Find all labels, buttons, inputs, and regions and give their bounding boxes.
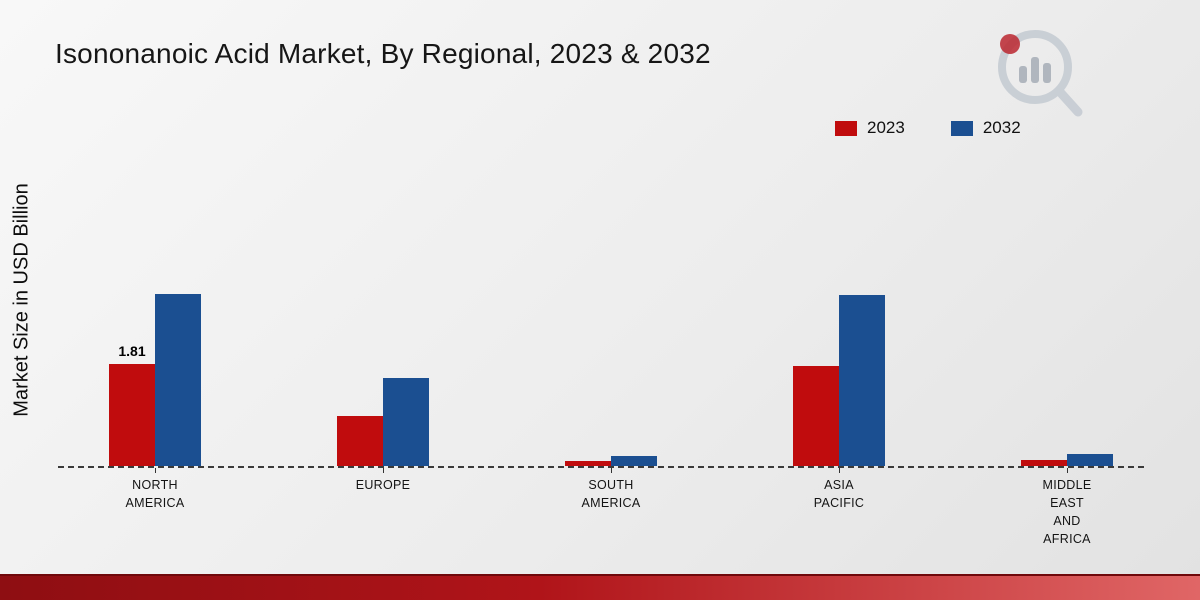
category-label-north-america: NORTH AMERICA [125,478,185,511]
category-label-middle-east-and-africa: MIDDLE EAST AND AFRICA [1042,478,1092,547]
bar-2023-europe [337,416,383,466]
bar-2032-south-america [611,456,657,466]
legend-label-2032: 2032 [982,118,1021,137]
bar-2032-europe [383,378,429,466]
axis-tick [383,468,384,473]
bar-2023-south-america [565,461,611,466]
bottom-accent-band [0,574,1200,600]
axis-tick [155,468,156,473]
category-label-asia-pacific: ASIA PACIFIC [813,478,865,511]
axis-tick [1067,468,1068,473]
legend: 2023 2032 [835,118,1021,138]
legend-swatch-2032 [950,120,973,136]
legend-label-2023: 2023 [867,118,905,137]
bar-2032-middle-east-and-africa [1067,454,1113,466]
axis-tick [839,468,840,473]
x-axis-baseline [58,466,1144,468]
legend-swatch-2023 [835,120,857,136]
legend-item-2032: 2032 [950,118,1021,138]
bar-value-label: 1.81 [118,342,146,359]
bar-2023-middle-east-and-africa [1021,460,1067,466]
bar-2032-asia-pacific [839,295,885,466]
bar-2023-asia-pacific [793,366,839,466]
bar-2032-north-america [155,294,201,466]
axis-tick [611,468,612,473]
brand-logo-icon [998,30,1083,117]
chart-title: Isononanoic Acid Market, By Regional, 20… [55,38,711,69]
category-label-south-america: SOUTH AMERICA [581,478,641,511]
bar-2023-north-america [109,364,155,466]
legend-item-2023: 2023 [835,118,905,138]
category-label-europe: EUROPE [355,478,411,492]
